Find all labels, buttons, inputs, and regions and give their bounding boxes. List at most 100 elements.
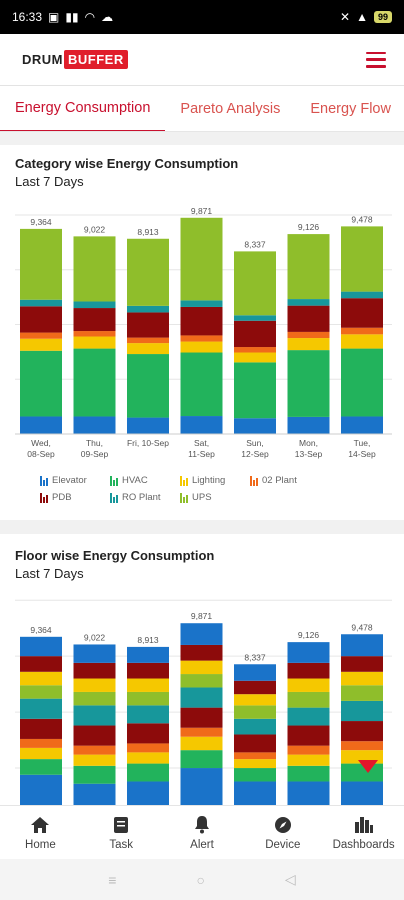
legend-item[interactable]: Lighting xyxy=(180,475,250,486)
bar-segment[interactable] xyxy=(287,765,330,782)
bar-segment[interactable] xyxy=(180,750,223,769)
bar-segment[interactable] xyxy=(234,781,276,805)
bar-segment[interactable] xyxy=(20,656,62,672)
recents-icon[interactable]: ≡ xyxy=(108,871,117,888)
home-button-icon[interactable]: ○ xyxy=(196,871,205,888)
bar-segment[interactable] xyxy=(234,680,276,695)
bar-segment[interactable] xyxy=(180,674,223,688)
bar-segment[interactable] xyxy=(341,656,383,672)
bar-segment[interactable] xyxy=(73,725,116,746)
bar-segment[interactable] xyxy=(73,754,116,766)
bar-segment[interactable] xyxy=(287,331,330,339)
bar-segment[interactable] xyxy=(127,646,169,663)
tab-pareto-analysis[interactable]: Pareto Analysis xyxy=(180,101,281,117)
bar-segment[interactable] xyxy=(341,291,383,299)
bar-segment[interactable] xyxy=(341,741,383,751)
tab-energy-consumption[interactable]: Energy Consumption xyxy=(0,86,166,131)
bar-segment[interactable] xyxy=(287,725,330,746)
bar-segment[interactable] xyxy=(180,736,223,751)
bar-segment[interactable] xyxy=(20,416,62,434)
bar-segment[interactable] xyxy=(20,636,62,657)
bar-segment[interactable] xyxy=(234,418,276,434)
bar-segment[interactable] xyxy=(341,721,383,742)
bar-segment[interactable] xyxy=(127,238,169,306)
bar-segment[interactable] xyxy=(180,707,223,728)
bar-segment[interactable] xyxy=(287,707,330,726)
legend-item[interactable]: UPS xyxy=(180,492,250,503)
legend-item[interactable]: PDB xyxy=(40,492,110,503)
bar-segment[interactable] xyxy=(127,752,169,764)
bar-segment[interactable] xyxy=(127,743,169,753)
bar-segment[interactable] xyxy=(127,343,169,355)
bar-segment[interactable] xyxy=(20,338,62,351)
bar-segment[interactable] xyxy=(287,642,330,663)
bar-segment[interactable] xyxy=(180,687,223,708)
bar-segment[interactable] xyxy=(180,341,223,353)
bar-segment[interactable] xyxy=(234,251,276,316)
bar-segment[interactable] xyxy=(127,723,169,744)
bar-segment[interactable] xyxy=(20,671,62,686)
bar-segment[interactable] xyxy=(73,765,116,784)
bar-segment[interactable] xyxy=(234,320,276,348)
bar-segment[interactable] xyxy=(287,691,330,708)
bar-segment[interactable] xyxy=(287,338,330,351)
bar-segment[interactable] xyxy=(20,759,62,775)
bar-segment[interactable] xyxy=(180,660,223,675)
bar-segment[interactable] xyxy=(127,354,169,418)
bar-segment[interactable] xyxy=(73,236,116,302)
tab-energy-flow[interactable]: Energy Flow xyxy=(310,101,391,117)
bar-segment[interactable] xyxy=(20,698,62,719)
bar-segment[interactable] xyxy=(20,228,62,300)
bar-segment[interactable] xyxy=(73,336,116,349)
bar-segment[interactable] xyxy=(341,685,383,701)
bar-segment[interactable] xyxy=(234,694,276,706)
legend-item[interactable]: 02 Plant xyxy=(250,475,320,486)
bar-segment[interactable] xyxy=(180,300,223,307)
filter-marker-icon[interactable] xyxy=(358,760,378,773)
bar-segment[interactable] xyxy=(341,348,383,417)
bar-segment[interactable] xyxy=(73,705,116,726)
bar-segment[interactable] xyxy=(234,718,276,735)
nav-device[interactable]: Device xyxy=(242,806,323,859)
bar-segment[interactable] xyxy=(234,362,276,419)
bar-segment[interactable] xyxy=(20,685,62,699)
bar-segment[interactable] xyxy=(234,705,276,719)
bar-segment[interactable] xyxy=(127,417,169,434)
back-icon[interactable]: ◁ xyxy=(284,871,296,887)
bar-segment[interactable] xyxy=(234,315,276,321)
bar-segment[interactable] xyxy=(341,700,383,722)
nav-home[interactable]: Home xyxy=(0,806,81,859)
bar-segment[interactable] xyxy=(287,234,330,300)
bar-segment[interactable] xyxy=(341,781,383,805)
hamburger-menu-icon[interactable] xyxy=(366,51,386,68)
bar-segment[interactable] xyxy=(180,335,223,342)
bar-segment[interactable] xyxy=(341,327,383,335)
bar-segment[interactable] xyxy=(180,644,223,661)
bar-segment[interactable] xyxy=(20,332,62,339)
bar-segment[interactable] xyxy=(287,416,330,434)
bar-segment[interactable] xyxy=(234,352,276,363)
bar-segment[interactable] xyxy=(127,781,169,805)
bar-segment[interactable] xyxy=(20,306,62,333)
bar-segment[interactable] xyxy=(341,671,383,686)
bar-segment[interactable] xyxy=(180,727,223,737)
nav-task[interactable]: Task xyxy=(81,806,162,859)
bar-segment[interactable] xyxy=(73,348,116,417)
bar-segment[interactable] xyxy=(180,306,223,336)
legend-item[interactable]: HVAC xyxy=(110,475,180,486)
legend-item[interactable]: RO Plant xyxy=(110,492,180,503)
bar-segment[interactable] xyxy=(73,783,116,805)
bar-segment[interactable] xyxy=(20,747,62,760)
bar-segment[interactable] xyxy=(341,634,383,657)
bar-segment[interactable] xyxy=(73,662,116,679)
bar-segment[interactable] xyxy=(287,305,330,332)
bar-segment[interactable] xyxy=(127,691,169,706)
bar-segment[interactable] xyxy=(20,718,62,739)
bar-segment[interactable] xyxy=(73,308,116,332)
bar-segment[interactable] xyxy=(127,337,169,344)
bar-segment[interactable] xyxy=(287,678,330,692)
bar-segment[interactable] xyxy=(20,774,62,805)
bar-segment[interactable] xyxy=(127,662,169,679)
bar-segment[interactable] xyxy=(20,350,62,417)
bar-segment[interactable] xyxy=(20,738,62,748)
